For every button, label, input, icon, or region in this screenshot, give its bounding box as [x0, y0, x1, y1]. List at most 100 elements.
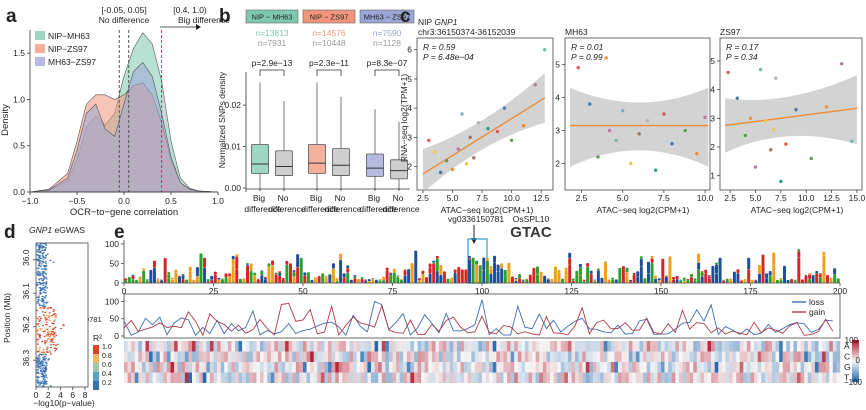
- scatter-point: [433, 150, 437, 154]
- egwas-snp-point: [41, 354, 43, 356]
- logo-letter: [629, 281, 633, 283]
- heatmap-cell: [703, 362, 708, 373]
- logo-letter: [428, 273, 432, 283]
- logo-letter: [636, 276, 640, 283]
- heatmap-cell: [800, 362, 805, 373]
- egwas-snp-point: [37, 274, 40, 276]
- egwas-snp-point: [44, 370, 46, 372]
- heatmap-cell: [220, 362, 225, 373]
- heatmap-cell: [714, 351, 719, 362]
- logo-letter: [496, 271, 500, 283]
- boxplot-ytick-label: 0.01: [224, 142, 241, 152]
- legend-label-nip-zs97: NIP−ZS97: [48, 44, 88, 54]
- heatmap-cell: [371, 341, 375, 352]
- egwas-snp-point: [45, 364, 48, 366]
- heatmap-cell: [825, 372, 830, 383]
- egwas-snp-point: [39, 368, 42, 370]
- heatmap-cell: [134, 362, 139, 373]
- egwas-snp-point: [43, 243, 45, 245]
- heatmap-cell: [320, 362, 325, 373]
- heatmap-cell: [789, 372, 794, 383]
- egwas-snp-point: [41, 254, 44, 256]
- egwas-snp-point: [37, 382, 40, 384]
- heatmap-cell: [668, 372, 672, 383]
- heatmap-cell: [413, 351, 418, 362]
- egwas-snp-point: [44, 291, 47, 293]
- egwas-snp-point: [53, 312, 56, 315]
- heatmap-cell: [360, 341, 365, 352]
- panel-a: a [-0.05, 0.05] No difference [0.4, 1.0)…: [0, 5, 230, 218]
- heatmap-cell: [306, 351, 311, 362]
- egwas-snp-point: [48, 326, 51, 328]
- heatmap-cell: [270, 372, 275, 383]
- heatmap-cell: [832, 372, 837, 383]
- egwas-snp-point: [53, 336, 56, 338]
- heatmap-cell: [571, 351, 576, 362]
- logo-letter: [679, 280, 683, 281]
- heatmap-cell: [653, 372, 658, 383]
- logo-letter: [646, 261, 650, 274]
- heatmap-cell: [292, 362, 297, 373]
- heatmap-cell: [603, 362, 608, 373]
- heatmap-cell: [471, 351, 476, 362]
- heatmap-cell: [782, 341, 787, 352]
- heatmap-cell: [410, 372, 415, 383]
- egwas-snp-point: [43, 375, 45, 377]
- heatmap-cell: [811, 341, 816, 352]
- heatmap-cell: [188, 351, 193, 362]
- heatmap-cell: [779, 362, 783, 373]
- logo-letter: [732, 271, 736, 283]
- heatmap-cell: [614, 362, 619, 373]
- egwas-snp-point: [55, 334, 58, 337]
- heatmap-cell: [202, 362, 207, 373]
- egwas-snp-point: [38, 304, 41, 306]
- egwas-snp-point: [37, 258, 40, 261]
- heatmap-cell: [775, 341, 780, 352]
- heatmap-cell: [467, 362, 472, 373]
- scatter-ytick-label: 1: [710, 171, 715, 181]
- heatmap-cell: [353, 362, 357, 373]
- heatmap-cell: [557, 372, 561, 383]
- heatmap-cell: [220, 351, 225, 362]
- heatmap-cell: [149, 372, 153, 383]
- heatmap-cell: [535, 341, 540, 352]
- logo-letter: [507, 262, 511, 283]
- scatter-point: [703, 115, 707, 120]
- heatmap-cell: [234, 351, 239, 362]
- heatmap-cell: [159, 362, 164, 373]
- heatmap-cell: [166, 372, 171, 383]
- heatmap-cell: [596, 351, 601, 362]
- heatmap-cell: [628, 351, 633, 362]
- egwas-snp-point: [38, 365, 41, 368]
- colorbar-bin: [852, 350, 859, 352]
- heatmap-cell: [517, 372, 522, 383]
- logo-letter: [152, 260, 156, 268]
- egwas-snp-point: [36, 380, 39, 382]
- colorbar-bin: [852, 359, 859, 361]
- egwas-snp-point: [42, 298, 44, 301]
- heatmap-cell: [492, 341, 497, 352]
- heatmap-cell: [145, 341, 150, 352]
- colorbar-bin: [852, 372, 859, 374]
- logo-letter: [611, 277, 615, 280]
- colorbar-bin: [852, 346, 859, 348]
- egwas-snp-point: [50, 344, 53, 346]
- logo-letter: [346, 272, 350, 283]
- egwas-snp-point: [41, 298, 44, 300]
- colorbar-bin: [852, 351, 859, 353]
- logo-letter: [167, 274, 171, 279]
- egwas-snp-point: [38, 263, 41, 265]
- egwas-snp-point: [49, 319, 52, 322]
- logo-letter: [421, 273, 425, 283]
- egwas-snp-point: [45, 282, 48, 284]
- egwas-snp-point: [48, 349, 51, 352]
- heatmap-cell: [471, 372, 476, 383]
- group-header-nip-zs97: [302, 9, 356, 24]
- xlabel-big-3a: Big: [368, 193, 381, 203]
- heatmap-cell: [575, 341, 579, 352]
- logo-letter: [539, 271, 543, 283]
- scatter-point: [620, 108, 625, 113]
- logo-letter: [271, 260, 275, 266]
- heatmap-cell: [456, 372, 461, 383]
- n-no-nip-zs97: n=10448: [312, 38, 346, 48]
